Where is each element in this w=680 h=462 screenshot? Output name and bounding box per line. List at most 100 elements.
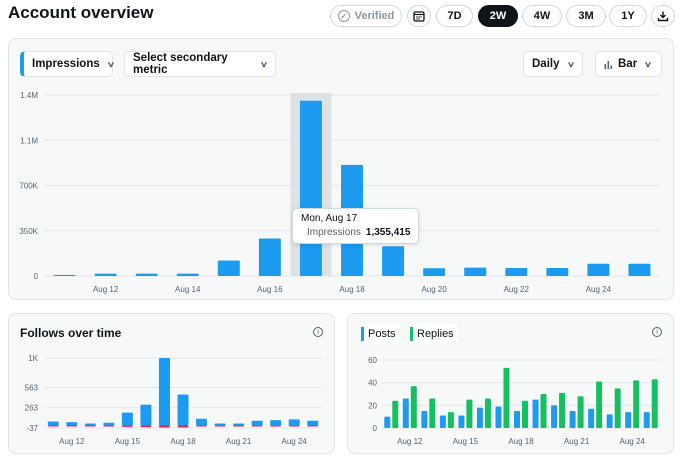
bar-follows [233,423,245,426]
x-tick-label: Aug 12 [59,437,85,446]
x-tick-label: Aug 12 [397,437,423,446]
bar-replies [447,412,454,428]
tooltip-metric-label: Impressions [307,227,361,238]
x-tick-label: Aug 15 [453,437,479,446]
page-title: Account overview [8,3,154,22]
bar-follows [251,420,263,426]
legend-replies[interactable]: Replies [410,324,458,344]
bar-impressions [135,273,158,276]
bar-posts [532,399,539,428]
bar-impressions [382,246,405,276]
verified-label: Verified [354,10,395,22]
bar-posts [384,416,391,428]
secondary-metric-label: Select secondary metric [133,52,228,76]
verified-filter-button[interactable]: ✓ Verified [330,5,402,27]
secondary-metric-dropdown[interactable]: Select secondary metric ∨ [124,51,276,77]
x-tick-label: Aug 21 [226,437,252,446]
follows-title: Follows over time [20,326,122,340]
bar-posts [606,414,613,428]
bar-follows [121,412,133,426]
y-tick-label: 20 [368,401,377,410]
bar-unfollows [84,425,96,427]
range-4w-button[interactable]: 4W [522,5,562,27]
primary-metric-dropdown[interactable]: Impressions ∨ [20,51,115,77]
y-tick-label: 350K [19,227,38,236]
bar-replies [596,381,603,428]
bar-replies [559,392,566,428]
interval-dropdown[interactable]: Daily ∨ [523,51,583,77]
chart-type-label: Bar [618,58,638,70]
bar-posts [402,398,409,428]
legend-replies-label: Replies [417,328,454,340]
bar-replies [614,388,621,428]
bar-unfollows [307,425,319,427]
legend-posts-label: Posts [368,328,396,340]
bar-posts [495,406,502,428]
range-1y-button[interactable]: 1Y [609,5,647,27]
y-tick-label: 263 [25,404,39,413]
bar-impressions [94,273,117,276]
bar-replies [651,379,658,428]
bar-posts [551,405,558,428]
legend-posts[interactable]: Posts [361,324,400,344]
info-icon[interactable]: i [652,327,662,337]
y-tick-label: 1K [28,354,38,363]
range-2w-button[interactable]: 2W [478,5,518,27]
bar-unfollows [177,425,189,428]
bar-impressions [258,238,281,276]
chart-type-dropdown[interactable]: Bar ∨ [595,51,662,77]
bar-unfollows [214,425,226,427]
tooltip-value: 1,355,415 [365,227,411,238]
bar-unfollows [158,425,170,428]
primary-metric-label: Impressions [32,58,100,70]
x-tick-label: Aug 22 [504,285,530,294]
posts-replies-card [347,313,674,454]
x-tick-label: Aug 16 [257,285,283,294]
chevron-down-icon: ∨ [644,59,653,69]
bar-replies [503,367,510,428]
download-icon [657,11,669,22]
replies-swatch [410,327,413,341]
bar-posts [476,407,483,428]
bar-replies [392,400,399,428]
bar-impressions [505,267,528,276]
bar-posts [421,411,428,428]
bar-impressions [628,263,651,276]
bar-impressions [423,268,446,276]
bar-follows [196,418,208,426]
bar-impressions [587,263,610,276]
y-tick-label: 0 [34,272,39,281]
bar-replies [540,394,547,428]
range-3m-button[interactable]: 3M [566,5,606,27]
bar-unfollows [251,425,263,427]
range-7d-button[interactable]: 7D [436,5,473,27]
bar-unfollows [270,425,282,427]
x-tick-label: Aug 15 [115,437,141,446]
bar-impressions [464,267,487,276]
bar-posts [569,411,576,428]
download-button[interactable] [651,5,675,27]
chevron-down-icon: ∨ [106,59,115,69]
y-tick-label: 40 [368,379,377,388]
info-icon[interactable]: i [313,327,323,337]
y-tick-label: 700K [19,182,38,191]
bar-replies [522,400,528,428]
bar-unfollows [140,425,152,428]
calendar-icon [413,11,425,22]
y-tick-label: 0 [373,424,378,433]
bar-follows [270,420,282,426]
bar-follows [177,394,189,426]
bar-posts [439,415,446,428]
bar-impressions [53,274,76,276]
bar-follows [84,423,96,426]
bar-chart-icon [604,60,613,69]
bar-replies [429,398,436,428]
bar-posts [625,412,632,428]
x-tick-label: Aug 21 [564,437,590,446]
bar-posts [458,415,465,428]
calendar-button[interactable] [407,5,431,27]
y-tick-label: 1.4M [20,91,38,100]
bar-posts [643,412,650,428]
bar-follows [307,420,319,426]
